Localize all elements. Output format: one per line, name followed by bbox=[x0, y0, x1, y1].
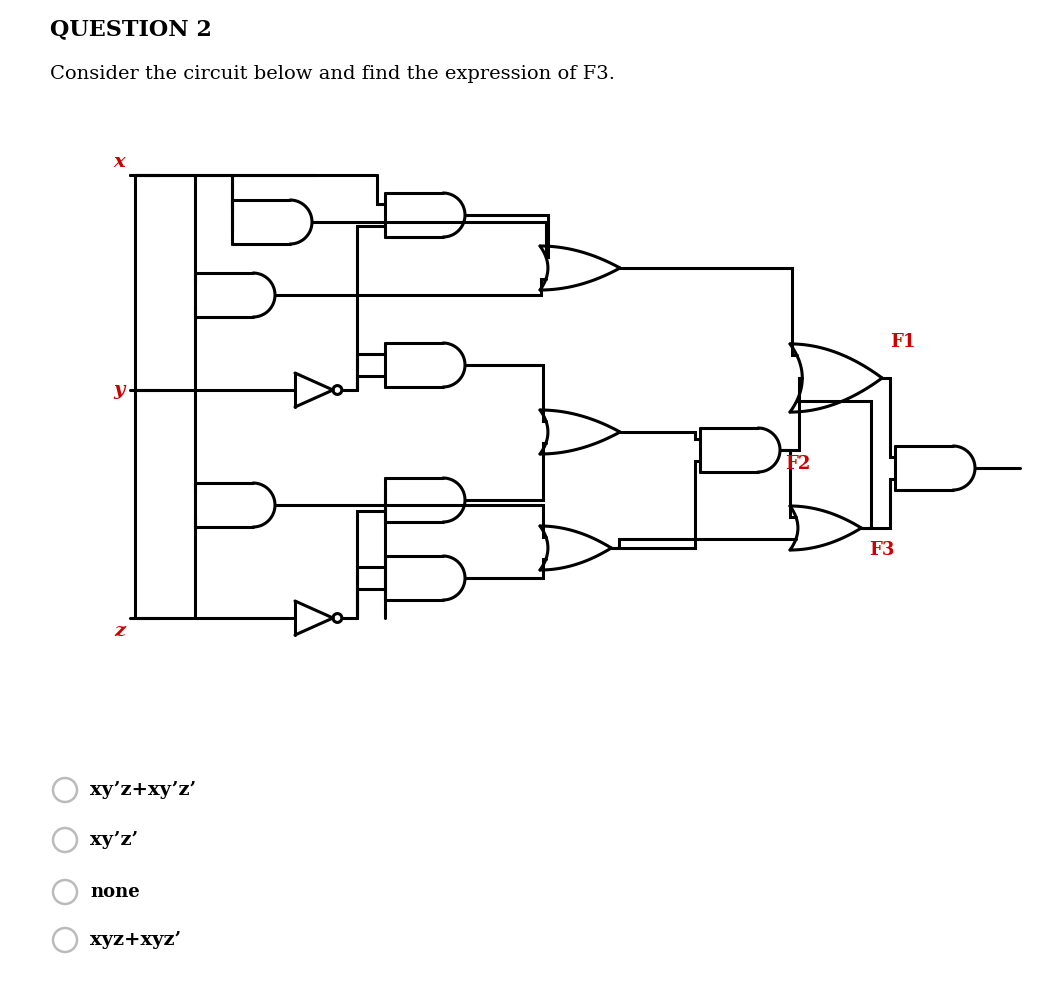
Text: Consider the circuit below and find the expression of F3.: Consider the circuit below and find the … bbox=[50, 65, 615, 83]
Text: QUESTION 2: QUESTION 2 bbox=[50, 18, 212, 40]
Text: none: none bbox=[90, 883, 140, 901]
Text: z: z bbox=[114, 622, 125, 640]
Text: F3: F3 bbox=[870, 541, 895, 559]
Text: y: y bbox=[113, 381, 125, 399]
Text: F2: F2 bbox=[785, 455, 810, 473]
Text: xy’z’: xy’z’ bbox=[90, 831, 139, 849]
Text: x: x bbox=[113, 153, 125, 171]
Text: xy’z+xy’z’: xy’z+xy’z’ bbox=[90, 781, 196, 799]
Text: xyz+xyz’: xyz+xyz’ bbox=[90, 931, 181, 949]
Text: F1: F1 bbox=[890, 333, 915, 351]
